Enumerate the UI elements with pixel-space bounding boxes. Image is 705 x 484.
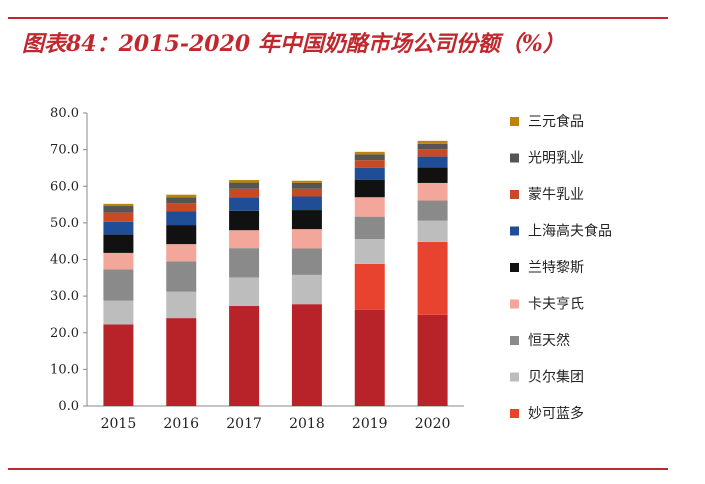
y-tick-label: 80.0 — [50, 106, 79, 121]
y-tick-label: 10.0 — [50, 362, 79, 377]
legend-label: 蒙牛乳业 — [528, 187, 584, 203]
bar-segment-妙可蓝多-2020 — [417, 241, 448, 315]
bar-segment-卡夫亨氏-2020 — [417, 182, 448, 201]
legend-label: 三元食品 — [528, 113, 584, 130]
bar-segment-贝尔集团-2015 — [103, 300, 134, 325]
bottom-rule — [8, 468, 668, 470]
bar-segment-恒天然-2016 — [166, 261, 197, 292]
x-tick-label: 2015 — [101, 416, 137, 432]
bar-segment-恒天然-2015 — [103, 269, 134, 301]
bar-segment-贝尔集团-2017 — [229, 277, 260, 307]
bar-segment-三元食品-2017 — [229, 180, 260, 183]
legend-swatch — [510, 263, 519, 272]
legend-label: 贝尔集团 — [528, 369, 584, 386]
legend-swatch — [510, 117, 519, 126]
x-tick-label: 2020 — [415, 416, 451, 432]
y-tick-label: 60.0 — [50, 179, 79, 194]
bar-segment-恒天然-2017 — [229, 248, 260, 278]
bar-segment-base-2019 — [354, 309, 385, 406]
bar-segment-蒙牛乳业-2016 — [166, 203, 197, 212]
bar-segment-卡夫亨氏-2019 — [354, 197, 385, 217]
legend-label: 光明乳业 — [528, 151, 584, 167]
bar-segment-卡夫亨氏-2015 — [103, 252, 134, 270]
bar-segment-卡夫亨氏-2018 — [291, 229, 322, 249]
bar-segment-上海高夫食品-2019 — [354, 167, 385, 180]
bar-segment-兰特黎斯-2015 — [103, 234, 134, 253]
bar-segment-上海高夫食品-2016 — [166, 211, 197, 226]
legend-swatch — [510, 409, 519, 418]
bars-group — [103, 140, 448, 406]
legend-label: 恒天然 — [528, 332, 570, 349]
y-tick-label: 30.0 — [50, 289, 79, 304]
bar-segment-卡夫亨氏-2017 — [229, 230, 260, 249]
bar-segment-兰特黎斯-2018 — [291, 210, 322, 230]
bar-segment-蒙牛乳业-2015 — [103, 212, 134, 222]
legend-swatch — [510, 372, 519, 382]
bar-segment-贝尔集团-2020 — [417, 220, 448, 242]
y-tick-label: 70.0 — [50, 143, 79, 158]
bar-segment-光明乳业-2018 — [291, 182, 322, 189]
axes-group: 0.0 10.0 20.0 30.0 40.0 50.0 60.0 70.0 80.0 2015 2… — [50, 106, 464, 432]
bar-segment-base-2015 — [103, 324, 134, 406]
y-tick-label: 50.0 — [50, 216, 79, 231]
bar-segment-妙可蓝多-2019 — [354, 263, 385, 310]
bar-segment-蒙牛乳业-2017 — [229, 188, 260, 198]
bar-segment-base-2020 — [417, 314, 448, 406]
bar-segment-上海高夫食品-2018 — [291, 196, 322, 211]
title-top-rule — [8, 17, 668, 19]
stacked-bar-chart: 0.0 10.0 20.0 30.0 40.0 50.0 60.0 70.0 80.0 2015 2… — [50, 106, 612, 432]
bar-segment-蒙牛乳业-2018 — [291, 188, 322, 197]
bar-segment-上海高夫食品-2015 — [103, 221, 134, 235]
bar-segment-三元食品-2015 — [103, 203, 134, 207]
bar-segment-贝尔集团-2018 — [291, 274, 322, 305]
bar-segment-光明乳业-2020 — [417, 143, 448, 150]
bar-segment-光明乳业-2016 — [166, 197, 197, 204]
bar-segment-光明乳业-2017 — [229, 182, 260, 189]
bar-segment-光明乳业-2015 — [103, 206, 134, 213]
bar-segment-三元食品-2020 — [417, 140, 448, 144]
legend-swatch — [510, 153, 519, 163]
bar-segment-三元食品-2018 — [291, 180, 322, 183]
bar-segment-卡夫亨氏-2016 — [166, 244, 197, 262]
bar-segment-恒天然-2020 — [417, 200, 448, 221]
x-tick-label: 2017 — [226, 416, 262, 432]
bar-segment-上海高夫食品-2017 — [229, 197, 260, 211]
bar-segment-恒天然-2019 — [354, 216, 385, 239]
bar-segment-恒天然-2018 — [291, 248, 322, 275]
legend-label: 兰特黎斯 — [528, 260, 584, 276]
bar-segment-上海高夫食品-2020 — [417, 156, 448, 168]
y-tick-label: 40.0 — [50, 253, 79, 268]
chart-title: 图表84：2015-2020 年中国奶酪市场公司份额（%） — [22, 31, 565, 57]
bar-segment-三元食品-2016 — [166, 194, 197, 198]
bar-segment-贝尔集团-2016 — [166, 291, 197, 319]
bar-segment-兰特黎斯-2016 — [166, 225, 197, 245]
bar-segment-兰特黎斯-2020 — [417, 167, 448, 183]
bar-segment-兰特黎斯-2019 — [354, 179, 385, 198]
bar-segment-base-2018 — [291, 304, 322, 406]
y-tick-label: 0.0 — [58, 399, 79, 414]
x-tick-label: 2018 — [289, 416, 325, 432]
bar-segment-蒙牛乳业-2019 — [354, 160, 385, 168]
y-tick-label: 20.0 — [50, 326, 79, 341]
bar-segment-base-2017 — [229, 306, 260, 406]
legend-label: 上海高夫食品 — [528, 223, 612, 240]
legend-swatch — [510, 336, 519, 345]
chart-panel: 0.0 10.0 20.0 30.0 40.0 50.0 60.0 70.0 80.0 2015 2… — [12, 78, 667, 463]
bar-segment-三元食品-2019 — [354, 151, 385, 155]
legend-label: 妙可蓝多 — [528, 405, 584, 422]
legend-swatch — [510, 190, 519, 199]
bar-segment-贝尔集团-2019 — [354, 238, 385, 264]
x-tick-label: 2019 — [352, 416, 388, 432]
bar-segment-蒙牛乳业-2020 — [417, 149, 448, 157]
x-tick-label: 2016 — [163, 416, 199, 432]
legend-swatch — [510, 226, 519, 236]
bar-segment-兰特黎斯-2017 — [229, 210, 260, 231]
legend-swatch — [510, 299, 519, 309]
bar-segment-光明乳业-2019 — [354, 154, 385, 161]
bar-segment-base-2016 — [166, 318, 197, 406]
legend-label: 卡夫亨氏 — [528, 296, 584, 313]
